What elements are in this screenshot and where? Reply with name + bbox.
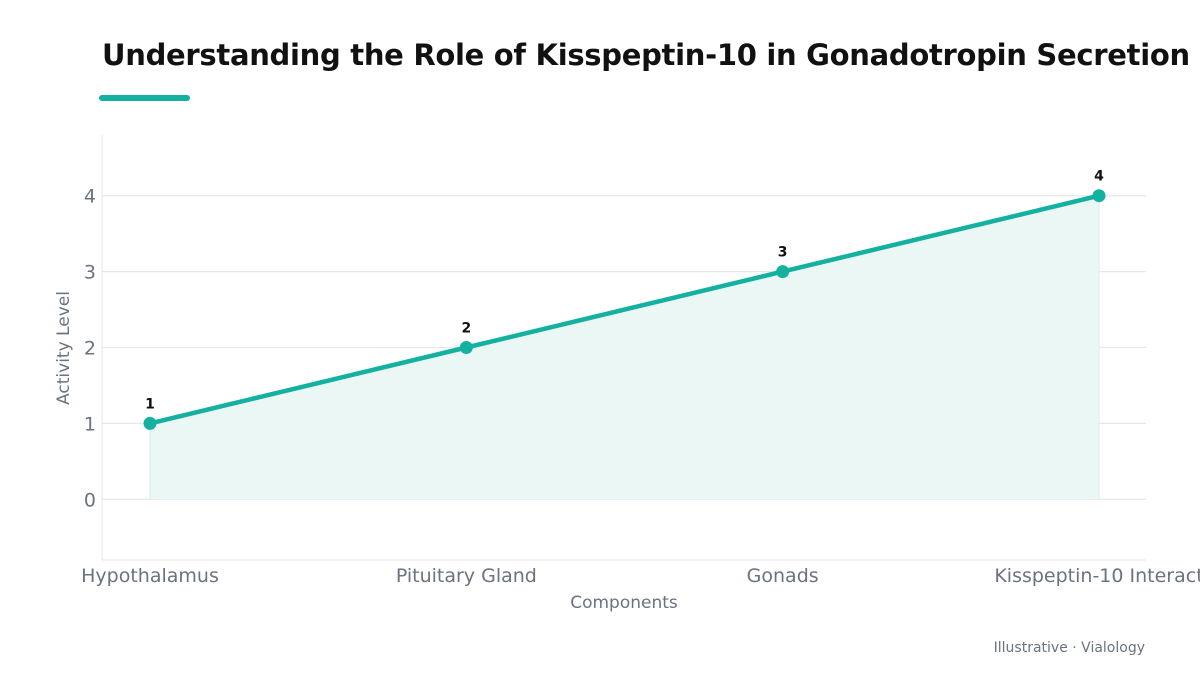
y-tick-label: 2 bbox=[84, 338, 96, 360]
data-point bbox=[1092, 189, 1106, 203]
data-point bbox=[143, 416, 157, 430]
data-label: 1 bbox=[145, 396, 155, 412]
y-tick-label: 0 bbox=[84, 489, 96, 511]
x-tick-label: Pituitary Gland bbox=[396, 565, 537, 587]
data-point bbox=[776, 265, 790, 279]
y-tick-label: 4 bbox=[84, 186, 96, 208]
chart-title: Understanding the Role of Kisspeptin-10 … bbox=[102, 38, 1190, 72]
data-points bbox=[143, 189, 1106, 430]
y-axis-title: Activity Level bbox=[54, 291, 74, 405]
data-label: 2 bbox=[461, 321, 471, 337]
data-label: 3 bbox=[778, 245, 788, 261]
x-tick-label: Gonads bbox=[747, 565, 819, 587]
series-line-layer bbox=[147, 193, 1102, 426]
data-labels: 1 2 3 4 bbox=[145, 169, 1104, 413]
x-axis-title: Components bbox=[570, 593, 678, 613]
footer-credit: Illustrative · Vialology bbox=[993, 640, 1145, 656]
y-tick-label: 1 bbox=[84, 413, 96, 435]
area-fill bbox=[150, 195, 1099, 500]
data-point bbox=[459, 341, 473, 354]
x-tick-labels: Hypothalamus Pituitary Gland Gonads Kisspep… bbox=[81, 565, 1200, 587]
y-tick-labels: 0 1 2 3 4 bbox=[84, 186, 96, 512]
x-tick-label: Kisspeptin-10 Interact bbox=[994, 565, 1200, 587]
series-line bbox=[147, 193, 1102, 426]
title-accent-bar bbox=[99, 95, 190, 101]
x-tick-label: Hypothalamus bbox=[81, 565, 219, 587]
data-label: 4 bbox=[1094, 169, 1104, 185]
area-layer bbox=[149, 195, 1100, 500]
y-tick-label: 3 bbox=[84, 262, 96, 284]
